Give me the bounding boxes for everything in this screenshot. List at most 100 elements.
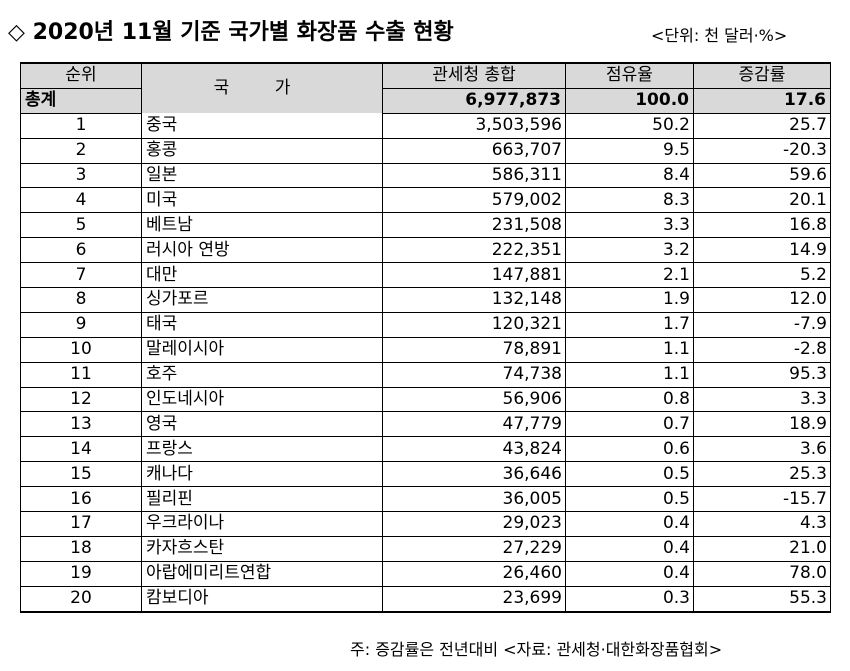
rank-cell: 16 bbox=[20, 486, 142, 513]
share-cell: 3.2 bbox=[565, 237, 694, 264]
exports-cell: 231,508 bbox=[382, 212, 566, 239]
share-cell: 9.5 bbox=[565, 138, 694, 164]
growth-cell: -20.3 bbox=[693, 138, 831, 164]
exports-cell: 132,148 bbox=[382, 287, 566, 313]
table-row: 12 인도네시아 56,906 0.8 3.3 bbox=[20, 387, 831, 413]
country-cell: 프랑스 bbox=[141, 436, 383, 463]
exports-cell: 147,881 bbox=[382, 262, 566, 289]
rank-cell: 13 bbox=[20, 411, 142, 438]
table-row: 9 태국 120,321 1.7 -7.9 bbox=[20, 312, 831, 338]
growth-cell: 25.3 bbox=[693, 461, 831, 488]
share-cell: 0.7 bbox=[565, 411, 694, 438]
country-cell: 아랍에미리트연합 bbox=[141, 561, 383, 587]
rank-cell: 10 bbox=[20, 337, 142, 363]
header-share: 점유율 bbox=[565, 61, 694, 89]
share-cell: 1.9 bbox=[565, 287, 694, 313]
growth-cell: 59.6 bbox=[693, 163, 831, 189]
rank-cell: 14 bbox=[20, 436, 142, 463]
table-row: 13 영국 47,779 0.7 18.9 bbox=[20, 411, 831, 438]
share-cell: 1.1 bbox=[565, 362, 694, 388]
table-row: 14 프랑스 43,824 0.6 3.6 bbox=[20, 436, 831, 463]
rank-cell: 17 bbox=[20, 511, 142, 537]
growth-cell: 95.3 bbox=[693, 362, 831, 388]
header-country: 국 가 bbox=[141, 61, 383, 114]
table-row: 7 대만 147,881 2.1 5.2 bbox=[20, 262, 831, 289]
rank-cell: 18 bbox=[20, 536, 142, 562]
growth-cell: -15.7 bbox=[693, 486, 831, 513]
country-cell: 영국 bbox=[141, 411, 383, 438]
share-cell: 0.6 bbox=[565, 436, 694, 463]
exports-cell: 27,229 bbox=[382, 536, 566, 562]
growth-cell: 14.9 bbox=[693, 237, 831, 264]
total-exports: 6,977,873 bbox=[382, 88, 566, 114]
exports-cell: 74,738 bbox=[382, 362, 566, 388]
country-cell: 카자흐스탄 bbox=[141, 536, 383, 562]
header-exports: 관세청 총합 bbox=[382, 61, 566, 89]
share-cell: 8.3 bbox=[565, 187, 694, 214]
exports-cell: 29,023 bbox=[382, 511, 566, 537]
country-cell: 홍콩 bbox=[141, 138, 383, 164]
country-cell: 우크라이나 bbox=[141, 511, 383, 537]
table-row: 5 베트남 231,508 3.3 16.8 bbox=[20, 212, 831, 239]
table-header: 순위 국 가 관세청 총합 점유율 증감률 총계 6,977,873 100.0… bbox=[20, 61, 831, 114]
table-body: 1 중국 3,503,596 50.2 25.7 2 홍콩 663,707 9.5 -20.3 3 일… bbox=[20, 113, 831, 613]
total-share: 100.0 bbox=[565, 88, 694, 114]
exports-cell: 56,906 bbox=[382, 387, 566, 413]
table-row: 4 미국 579,002 8.3 20.1 bbox=[20, 187, 831, 214]
rank-cell: 19 bbox=[20, 561, 142, 587]
exports-cell: 579,002 bbox=[382, 187, 566, 214]
rank-cell: 4 bbox=[20, 187, 142, 214]
share-cell: 0.5 bbox=[565, 461, 694, 488]
share-cell: 1.7 bbox=[565, 312, 694, 338]
growth-cell: 16.8 bbox=[693, 212, 831, 239]
rank-cell: 20 bbox=[20, 586, 142, 613]
exports-cell: 120,321 bbox=[382, 312, 566, 338]
growth-cell: 55.3 bbox=[693, 586, 831, 613]
country-cell: 캄보디아 bbox=[141, 586, 383, 613]
growth-cell: 78.0 bbox=[693, 561, 831, 587]
table-row: 18 카자흐스탄 27,229 0.4 21.0 bbox=[20, 536, 831, 562]
share-cell: 0.4 bbox=[565, 511, 694, 537]
exports-cell: 36,005 bbox=[382, 486, 566, 513]
exports-cell: 222,351 bbox=[382, 237, 566, 264]
country-cell: 러시아 연방 bbox=[141, 237, 383, 264]
growth-cell: -7.9 bbox=[693, 312, 831, 338]
growth-cell: 21.0 bbox=[693, 536, 831, 562]
export-table: 순위 국 가 관세청 총합 점유율 증감률 총계 6,977,873 100.0… bbox=[20, 61, 831, 613]
exports-cell: 23,699 bbox=[382, 586, 566, 613]
growth-cell: -2.8 bbox=[693, 337, 831, 363]
growth-cell: 3.6 bbox=[693, 436, 831, 463]
share-cell: 0.4 bbox=[565, 561, 694, 587]
title-row: ◇ 2020년 11월 기준 국가별 화장품 수출 현황 <단위: 천 달러·%… bbox=[8, 10, 840, 50]
growth-cell: 3.3 bbox=[693, 387, 831, 413]
unit-note: <단위: 천 달러·%> bbox=[651, 26, 788, 45]
country-cell: 중국 bbox=[141, 113, 383, 139]
country-cell: 호주 bbox=[141, 362, 383, 388]
table-row: 8 싱가포르 132,148 1.9 12.0 bbox=[20, 287, 831, 313]
exports-cell: 26,460 bbox=[382, 561, 566, 587]
share-cell: 0.8 bbox=[565, 387, 694, 413]
table-row: 20 캄보디아 23,699 0.3 55.3 bbox=[20, 586, 831, 613]
rank-cell: 1 bbox=[20, 113, 142, 139]
rank-cell: 2 bbox=[20, 138, 142, 164]
country-cell: 베트남 bbox=[141, 212, 383, 239]
share-cell: 0.3 bbox=[565, 586, 694, 613]
header-growth: 증감률 bbox=[693, 61, 831, 89]
page-title: ◇ 2020년 11월 기준 국가별 화장품 수출 현황 bbox=[8, 20, 454, 45]
table-row: 3 일본 586,311 8.4 59.6 bbox=[20, 163, 831, 189]
table-row: 6 러시아 연방 222,351 3.2 14.9 bbox=[20, 237, 831, 264]
growth-cell: 12.0 bbox=[693, 287, 831, 313]
share-cell: 0.5 bbox=[565, 486, 694, 513]
share-cell: 3.3 bbox=[565, 212, 694, 239]
share-cell: 50.2 bbox=[565, 113, 694, 139]
footnote: 주: 증감률은 전년대비 <자료: 관세청·대한화장품협회> bbox=[350, 640, 723, 659]
table-row: 15 캐나다 36,646 0.5 25.3 bbox=[20, 461, 831, 488]
exports-cell: 43,824 bbox=[382, 436, 566, 463]
rank-cell: 11 bbox=[20, 362, 142, 388]
table-row: 11 호주 74,738 1.1 95.3 bbox=[20, 362, 831, 388]
exports-cell: 586,311 bbox=[382, 163, 566, 189]
country-cell: 필리핀 bbox=[141, 486, 383, 513]
country-cell: 미국 bbox=[141, 187, 383, 214]
share-cell: 2.1 bbox=[565, 262, 694, 289]
growth-cell: 20.1 bbox=[693, 187, 831, 214]
